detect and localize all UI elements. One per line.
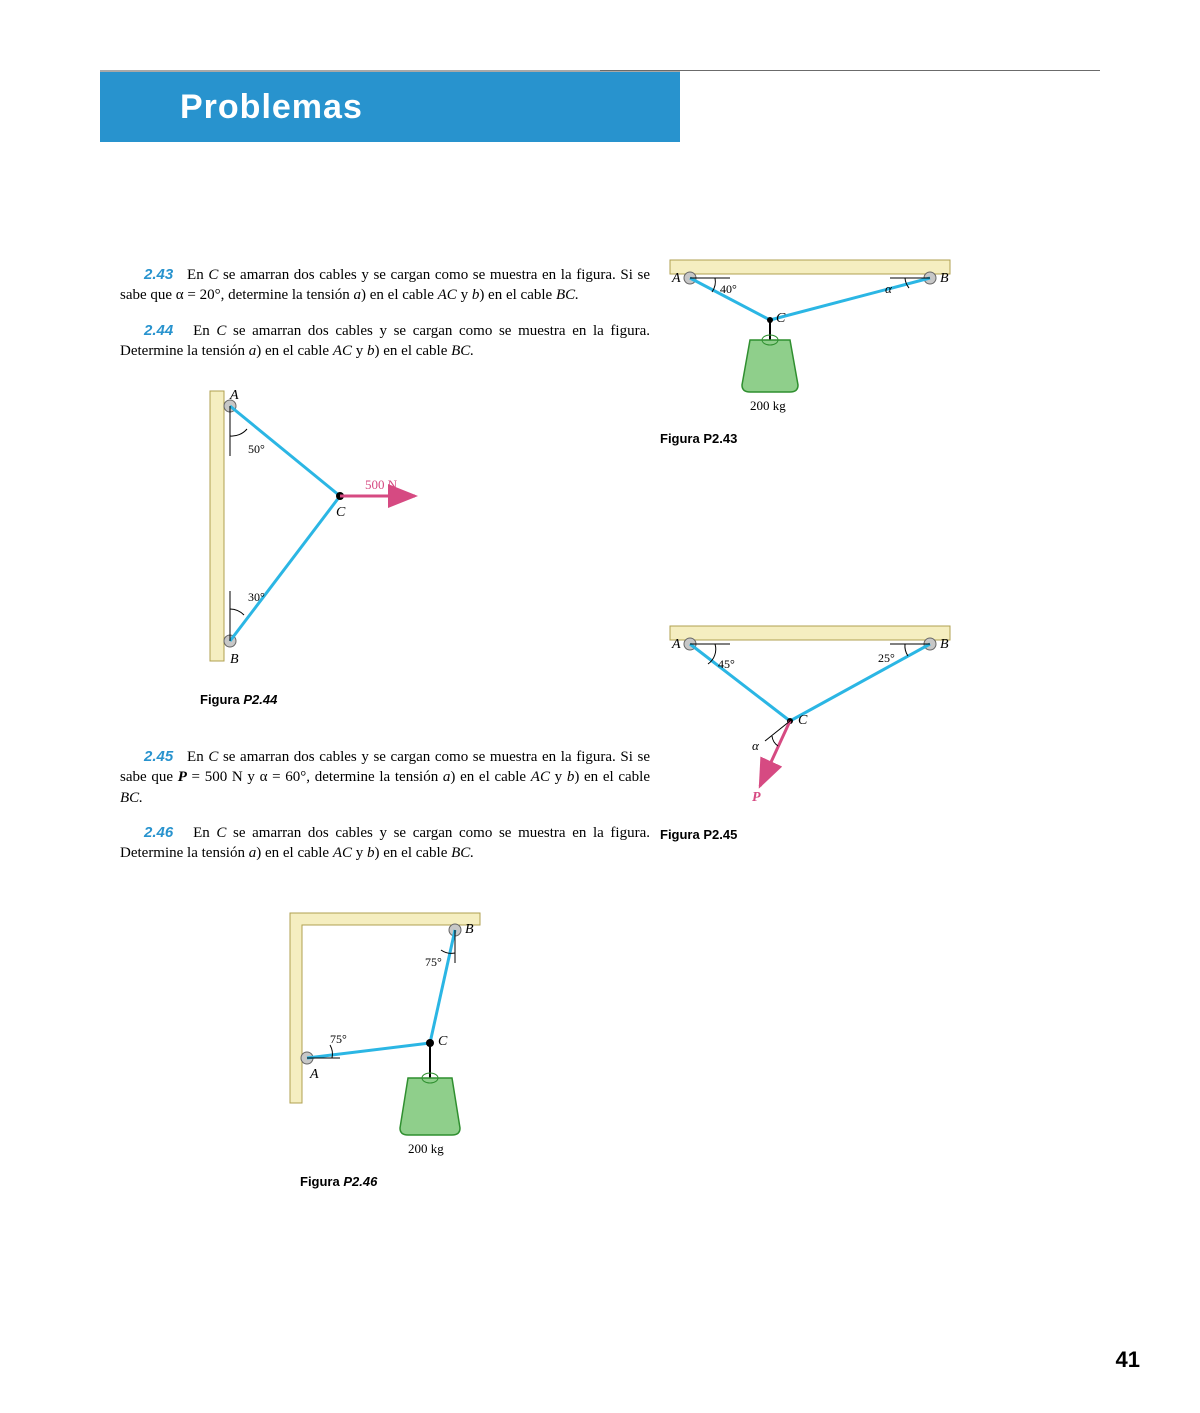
p244-t3: y	[352, 343, 367, 359]
f244-load: 500 N	[365, 477, 398, 492]
f246-wt: 200 kg	[408, 1141, 444, 1156]
f246-B: B	[465, 922, 474, 937]
figcap-244: Figura P2.44	[200, 692, 650, 707]
p243-t2: ) en el cable	[361, 287, 438, 303]
f243-C: C	[776, 311, 786, 326]
p244-t4: ) en el cable	[375, 343, 452, 359]
title-bar: Problemas	[100, 70, 680, 142]
p245-C: C	[208, 749, 218, 765]
figure-2-46-svg: B A C 75° 75° 200 kg	[280, 903, 500, 1163]
f243-B: B	[940, 271, 949, 286]
p245-BC: BC.	[120, 790, 143, 806]
p245-t5: ) en el cable	[574, 769, 650, 785]
p244-C: C	[216, 323, 226, 339]
p246-t4: ) en el cable	[375, 845, 452, 861]
p245-t3: ) en el cable	[450, 769, 530, 785]
pnum-244: 2.44	[144, 322, 173, 339]
f243-wt: 200 kg	[750, 398, 786, 413]
f246-C: C	[438, 1034, 448, 1049]
f243-ang1: 40°	[720, 282, 737, 296]
f245-A: A	[671, 637, 681, 652]
f244-B: B	[230, 652, 239, 667]
p243-a: a	[354, 287, 362, 303]
left-column: 2.43 En C se amarran dos cables y se car…	[120, 250, 650, 1189]
f245-P: P	[752, 790, 761, 805]
f245-ang2: 25°	[878, 651, 895, 665]
page-number: 41	[1116, 1347, 1140, 1373]
p245-t4: y	[550, 769, 567, 785]
figure-2-43: A B C 40° α 200 kg Figura P2.43	[660, 250, 1090, 446]
p243-t0: En	[187, 267, 208, 283]
f245-B: B	[940, 637, 949, 652]
p244-t2: ) en el cable	[256, 343, 333, 359]
figcap-244-a: Figura	[200, 692, 243, 707]
figcap-246-a: Figura	[300, 1174, 343, 1189]
f246-A: A	[309, 1067, 319, 1082]
problem-2-44: 2.44 En C se amarran dos cables y se car…	[120, 321, 650, 362]
pnum-245: 2.45	[144, 748, 173, 765]
p246-C: C	[216, 825, 226, 841]
f245-ang1: 45°	[718, 657, 735, 671]
p246-b: b	[367, 845, 375, 861]
figcap-246-b: P2.46	[343, 1174, 377, 1189]
p243-t3: y	[457, 287, 472, 303]
f245-C: C	[798, 713, 808, 728]
p243-BC: BC.	[556, 287, 579, 303]
p245-P: P	[178, 769, 187, 785]
pnum-243: 2.43	[144, 266, 173, 283]
problem-2-46: 2.46 En C se amarran dos cables y se car…	[120, 823, 650, 864]
p244-b: b	[367, 343, 375, 359]
f243-ang2: α	[885, 281, 893, 296]
title-rule	[600, 70, 1100, 71]
problem-2-43: 2.43 En C se amarran dos cables y se car…	[120, 265, 650, 306]
figure-2-46: B A C 75° 75° 200 kg Figura P2.46	[280, 903, 650, 1189]
f246-ang1: 75°	[425, 955, 442, 969]
f245-ang3: α	[752, 738, 760, 753]
title-text: Problemas	[180, 88, 363, 127]
f244-ang1: 50°	[248, 442, 265, 456]
f244-ang2: 30°	[248, 590, 265, 604]
p246-t2: ) en el cable	[256, 845, 333, 861]
p243-C: C	[208, 267, 218, 283]
right-column: A B C 40° α 200 kg Figura P2.43	[660, 250, 1090, 842]
p245-AC: AC	[531, 769, 550, 785]
problem-2-45: 2.45 En C se amarran dos cables y se car…	[120, 747, 650, 808]
p243-t4: ) en el cable	[479, 287, 556, 303]
figure-2-45-svg: A B C 45° 25° α P	[660, 616, 960, 816]
p246-AC: AC	[333, 845, 352, 861]
pnum-246: 2.46	[144, 824, 173, 841]
p245-t0: En	[187, 749, 208, 765]
p244-t0: En	[193, 323, 216, 339]
figcap-244-b: P2.44	[243, 692, 277, 707]
p244-AC: AC	[333, 343, 352, 359]
p244-BC: BC.	[451, 343, 474, 359]
figcap-243: Figura P2.43	[660, 431, 1090, 446]
p246-BC: BC.	[451, 845, 474, 861]
f246-ang2: 75°	[330, 1032, 347, 1046]
f244-C: C	[336, 505, 346, 520]
figure-2-43-svg: A B C 40° α 200 kg	[660, 250, 960, 420]
figcap-246: Figura P2.46	[300, 1174, 650, 1189]
p243-AC: AC	[438, 287, 457, 303]
figure-2-44: A B C 50° 30° 500 N Figura P2.44	[200, 381, 650, 707]
figure-2-45: A B C 45° 25° α P Figura P2.45	[660, 616, 1090, 842]
figure-2-44-svg: A B C 50° 30° 500 N	[200, 381, 440, 681]
p246-t3: y	[352, 845, 367, 861]
page: Problemas 2.43 En C se amarran dos cable…	[0, 0, 1200, 1413]
p245-t2: = 500 N y α = 60°, determine la tensión	[187, 769, 443, 785]
f243-A: A	[671, 271, 681, 286]
p246-t0: En	[193, 825, 216, 841]
figcap-245: Figura P2.45	[660, 827, 1090, 842]
f244-A: A	[229, 388, 239, 403]
